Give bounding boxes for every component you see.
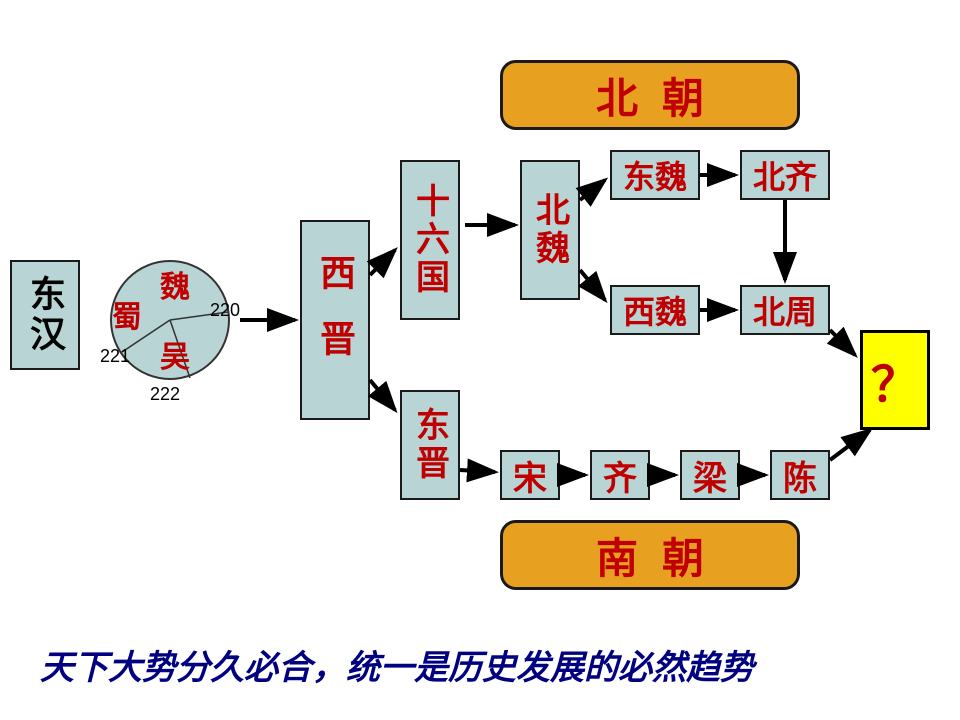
node-beiwei: 北魏 <box>520 160 580 300</box>
node-chen: 陈 <box>770 450 830 500</box>
pie-year-wu: 222 <box>150 384 180 405</box>
node-question: ？ <box>860 330 930 430</box>
node-dongwei: 东魏 <box>610 150 700 200</box>
pie-label-wei: 魏 <box>160 262 190 306</box>
node-shiliuguo: 十六国 <box>400 160 460 320</box>
node-label: 十六国 <box>406 183 455 297</box>
node-xijin: 西晋 <box>300 220 370 420</box>
pie-year-wei: 220 <box>210 300 240 321</box>
node-beiqi: 北齐 <box>740 150 830 200</box>
node-song: 宋 <box>500 450 560 500</box>
node-donghan: 东汉 <box>10 260 80 370</box>
node-xiwei: 西魏 <box>610 285 700 335</box>
node-label: 西晋 <box>309 254 361 386</box>
node-qi: 齐 <box>590 450 650 500</box>
node-dongjin: 东晋 <box>400 390 460 500</box>
node-label: 东汉 <box>19 275 71 355</box>
pie-label-wu: 吴 <box>160 332 190 376</box>
pie-year-shu: 221 <box>100 346 130 367</box>
pie-label-shu: 蜀 <box>112 292 142 336</box>
north-dynasties-banner: 北朝 <box>500 60 800 130</box>
node-beizhou: 北周 <box>740 285 830 335</box>
node-label: 北魏 <box>526 192 575 268</box>
south-dynasties-banner: 南朝 <box>500 520 800 590</box>
caption-text: 天下大势分久必合，统一是历史发展的必然趋势 <box>40 640 940 689</box>
node-label: 东晋 <box>406 407 455 483</box>
node-liang: 梁 <box>680 450 740 500</box>
